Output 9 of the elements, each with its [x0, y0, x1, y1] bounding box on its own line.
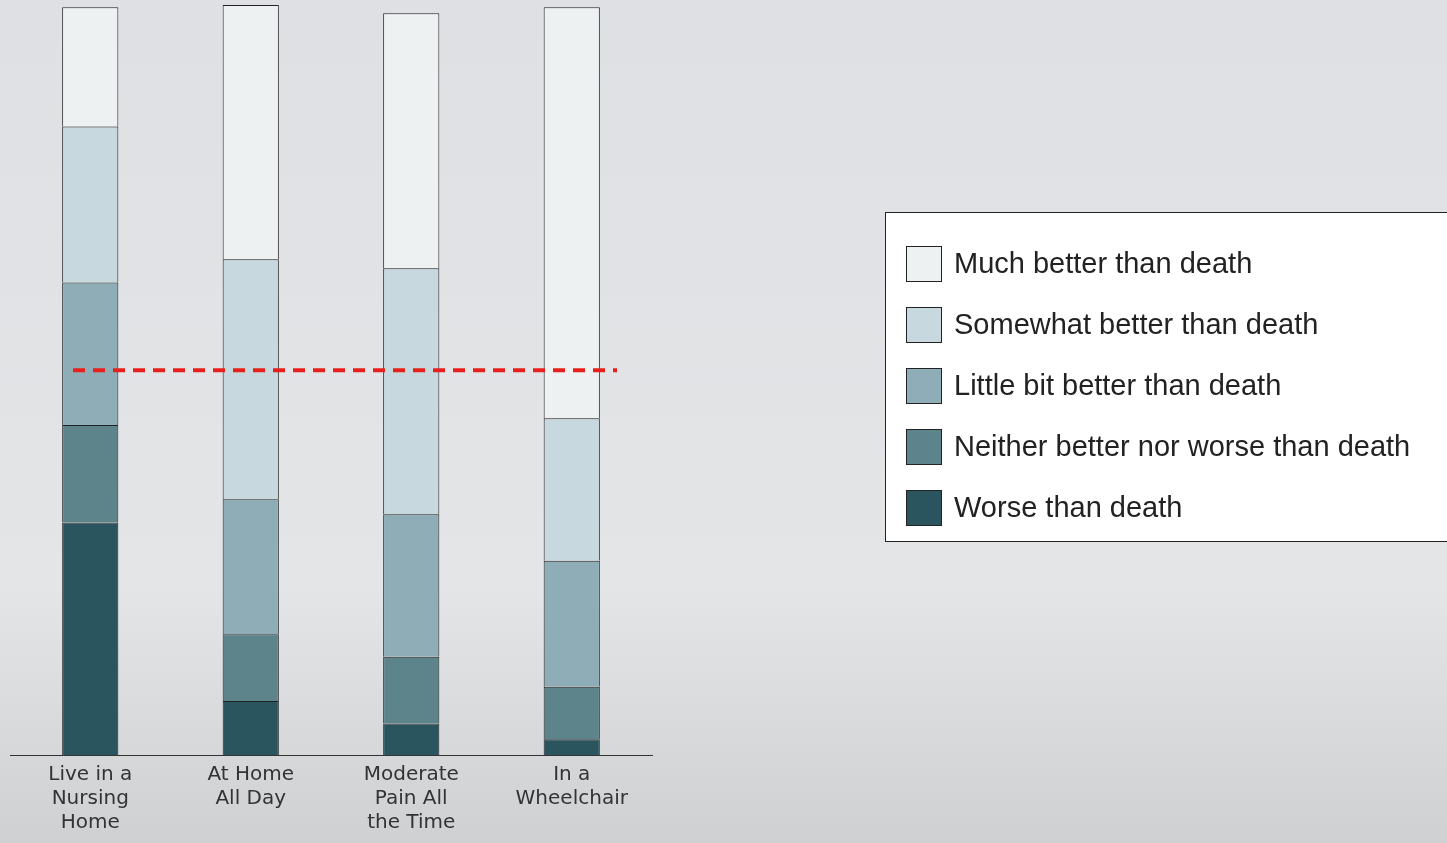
x-tick-label: Live in a Nursing Home	[48, 761, 133, 834]
legend-label: Neither better nor worse than death	[954, 430, 1411, 463]
x-tick-label: In a Wheelchair	[515, 761, 629, 810]
legend-label: Worse than death	[954, 491, 1183, 524]
text: Much better than death	[954, 247, 1253, 280]
legend-label: Somewhat better than death	[954, 308, 1319, 341]
x-tick-label: Moderate Pain All the Time	[363, 761, 459, 834]
x-tick-label: At Home All Day	[207, 761, 295, 810]
legend-label: Little bit better than death	[954, 369, 1282, 402]
